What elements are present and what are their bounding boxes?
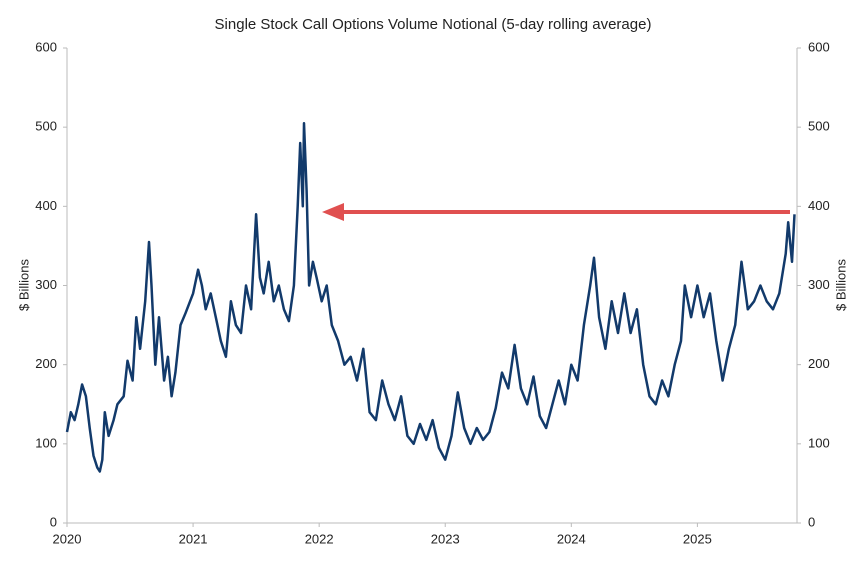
- arrow-head: [322, 203, 344, 221]
- y-tick-label: 500: [35, 119, 57, 134]
- x-tick-label: 2020: [53, 531, 82, 546]
- line-series: [65, 121, 796, 473]
- y2-tick-label: 0: [808, 514, 815, 529]
- x-tick-label: 2021: [179, 531, 208, 546]
- y2-axis-label: $ Billions: [833, 258, 848, 311]
- y2-tick-label: 500: [808, 119, 830, 134]
- y2-tick-label: 300: [808, 277, 830, 292]
- y-axis-label: $ Billions: [16, 258, 31, 311]
- y-tick-label: 200: [35, 356, 57, 371]
- chart-title: Single Stock Call Options Volume Notiona…: [215, 16, 652, 33]
- y-tick-label: 0: [50, 514, 57, 529]
- annotation-arrow: [322, 203, 790, 221]
- y2-tick-label: 200: [808, 356, 830, 371]
- y-tick-label: 600: [35, 39, 57, 54]
- y-tick-label: 100: [35, 435, 57, 450]
- y2-tick-label: 600: [808, 39, 830, 54]
- y2-tick-label: 100: [808, 435, 830, 450]
- y-tick-label: 300: [35, 277, 57, 292]
- x-tick-label: 2023: [431, 531, 460, 546]
- x-tick-label: 2024: [557, 531, 586, 546]
- y-tick-label: 400: [35, 198, 57, 213]
- x-tick-label: 2025: [683, 531, 712, 546]
- x-tick-label: 2022: [305, 531, 334, 546]
- y2-tick-label: 400: [808, 198, 830, 213]
